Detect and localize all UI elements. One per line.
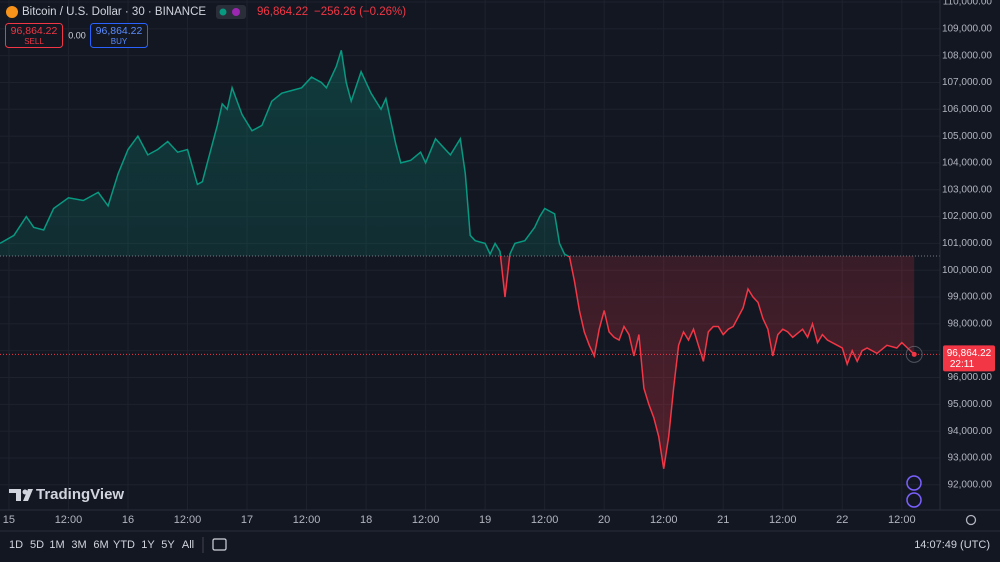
x-tick-label: 20 [598, 514, 610, 526]
y-tick-label: 110,000.00 [943, 0, 993, 8]
range-button[interactable]: 1M [49, 539, 64, 551]
logo-dot [22, 489, 28, 495]
y-tick-label: 102,000.00 [942, 211, 992, 222]
x-tick-label: 19 [479, 514, 491, 526]
range-button[interactable]: 5D [30, 539, 44, 551]
spread: 0.00 [68, 30, 86, 40]
last-price-ring [905, 345, 923, 363]
date-range-icon[interactable] [212, 538, 227, 551]
x-tick-label: 12:00 [769, 514, 797, 526]
x-tick-label: 15 [3, 514, 15, 526]
sell-price: 96,864.22 [11, 25, 58, 37]
y-tick-label: 93,000.00 [948, 453, 993, 464]
indicator-toggle[interactable] [216, 5, 246, 19]
y-tick-label: 99,000.00 [948, 292, 993, 303]
y-tick-label: 106,000.00 [942, 104, 992, 115]
sell-button[interactable] [5, 23, 63, 48]
x-tick-label: 12:00 [55, 514, 83, 526]
x-tick-label: 21 [717, 514, 729, 526]
x-tick-label: 18 [360, 514, 372, 526]
buy-price: 96,864.22 [96, 25, 143, 37]
last-price-dot [911, 351, 917, 357]
y-tick-label: 105,000.00 [942, 131, 992, 142]
line-above [0, 50, 570, 257]
range-button[interactable]: YTD [113, 539, 135, 551]
flash-icon[interactable] [906, 492, 922, 508]
symbol: Bitcoin / U.S. Dollar · 30 · BINANCE [22, 6, 206, 18]
x-tick-label: 16 [122, 514, 134, 526]
header-change: −256.26 (−0.26%) [314, 6, 406, 18]
x-tick-label: 12:00 [412, 514, 440, 526]
buy-label: BUY [111, 37, 128, 46]
range-button[interactable]: 3M [71, 539, 86, 551]
range-button[interactable]: All [182, 539, 194, 551]
last-price-box [943, 345, 995, 372]
range-button[interactable]: 5Y [161, 539, 175, 551]
y-tick-label: 95,000.00 [948, 399, 993, 410]
plot [0, 50, 940, 469]
y-tick-label: 92,000.00 [948, 479, 993, 490]
y-tick-label: 108,000.00 [942, 50, 992, 61]
header-price: 96,864.22 [257, 6, 308, 18]
sell-label: SELL [24, 37, 44, 46]
toolbar: 1D 5D 1M 3M 6M YTD 1Y 5Y All [9, 539, 194, 551]
clock: 14:07:49 (UTC) [914, 539, 990, 551]
y-tick-label: 109,000.00 [942, 23, 992, 34]
y-tick-label: 96,000.00 [948, 372, 993, 383]
settings-icon[interactable] [965, 514, 977, 526]
area-below [500, 256, 915, 469]
status-icon [232, 8, 240, 16]
line-below [499, 256, 915, 469]
x-tick-label: 12:00 [174, 514, 202, 526]
x-tick-label: 22 [836, 514, 848, 526]
range-button[interactable]: 1D [9, 539, 23, 551]
x-tick-label: 17 [241, 514, 253, 526]
area-above [0, 50, 915, 257]
range-button[interactable]: 6M [93, 539, 108, 551]
y-tick-label: 104,000.00 [942, 158, 992, 169]
y-tick-label: 107,000.00 [942, 77, 992, 88]
buy-button[interactable] [90, 23, 148, 48]
range-button[interactable]: 1Y [141, 539, 155, 551]
y-tick-label: 94,000.00 [948, 426, 993, 437]
alert-icon[interactable] [906, 475, 922, 491]
x-tick-label: 12:00 [293, 514, 321, 526]
y-tick-label: 101,000.00 [942, 238, 992, 249]
y-tick-label: 98,000.00 [948, 319, 993, 330]
x-tick-label: 12:00 [888, 514, 916, 526]
last-price-label: 96,864.22 [947, 348, 992, 359]
btc-icon [6, 6, 18, 18]
logo-text: TradingView [36, 486, 124, 503]
countdown: 22:11 [950, 359, 975, 370]
y-tick-label: 103,000.00 [942, 184, 992, 195]
y-tick-label: 100,000.00 [942, 265, 992, 276]
axes: 92,000.00 93,000.00 94,000.00 95,000.00 96,0… [3, 0, 995, 526]
x-tick-label: 12:00 [650, 514, 678, 526]
x-tick-label: 12:00 [531, 514, 559, 526]
status-dot [219, 8, 227, 16]
